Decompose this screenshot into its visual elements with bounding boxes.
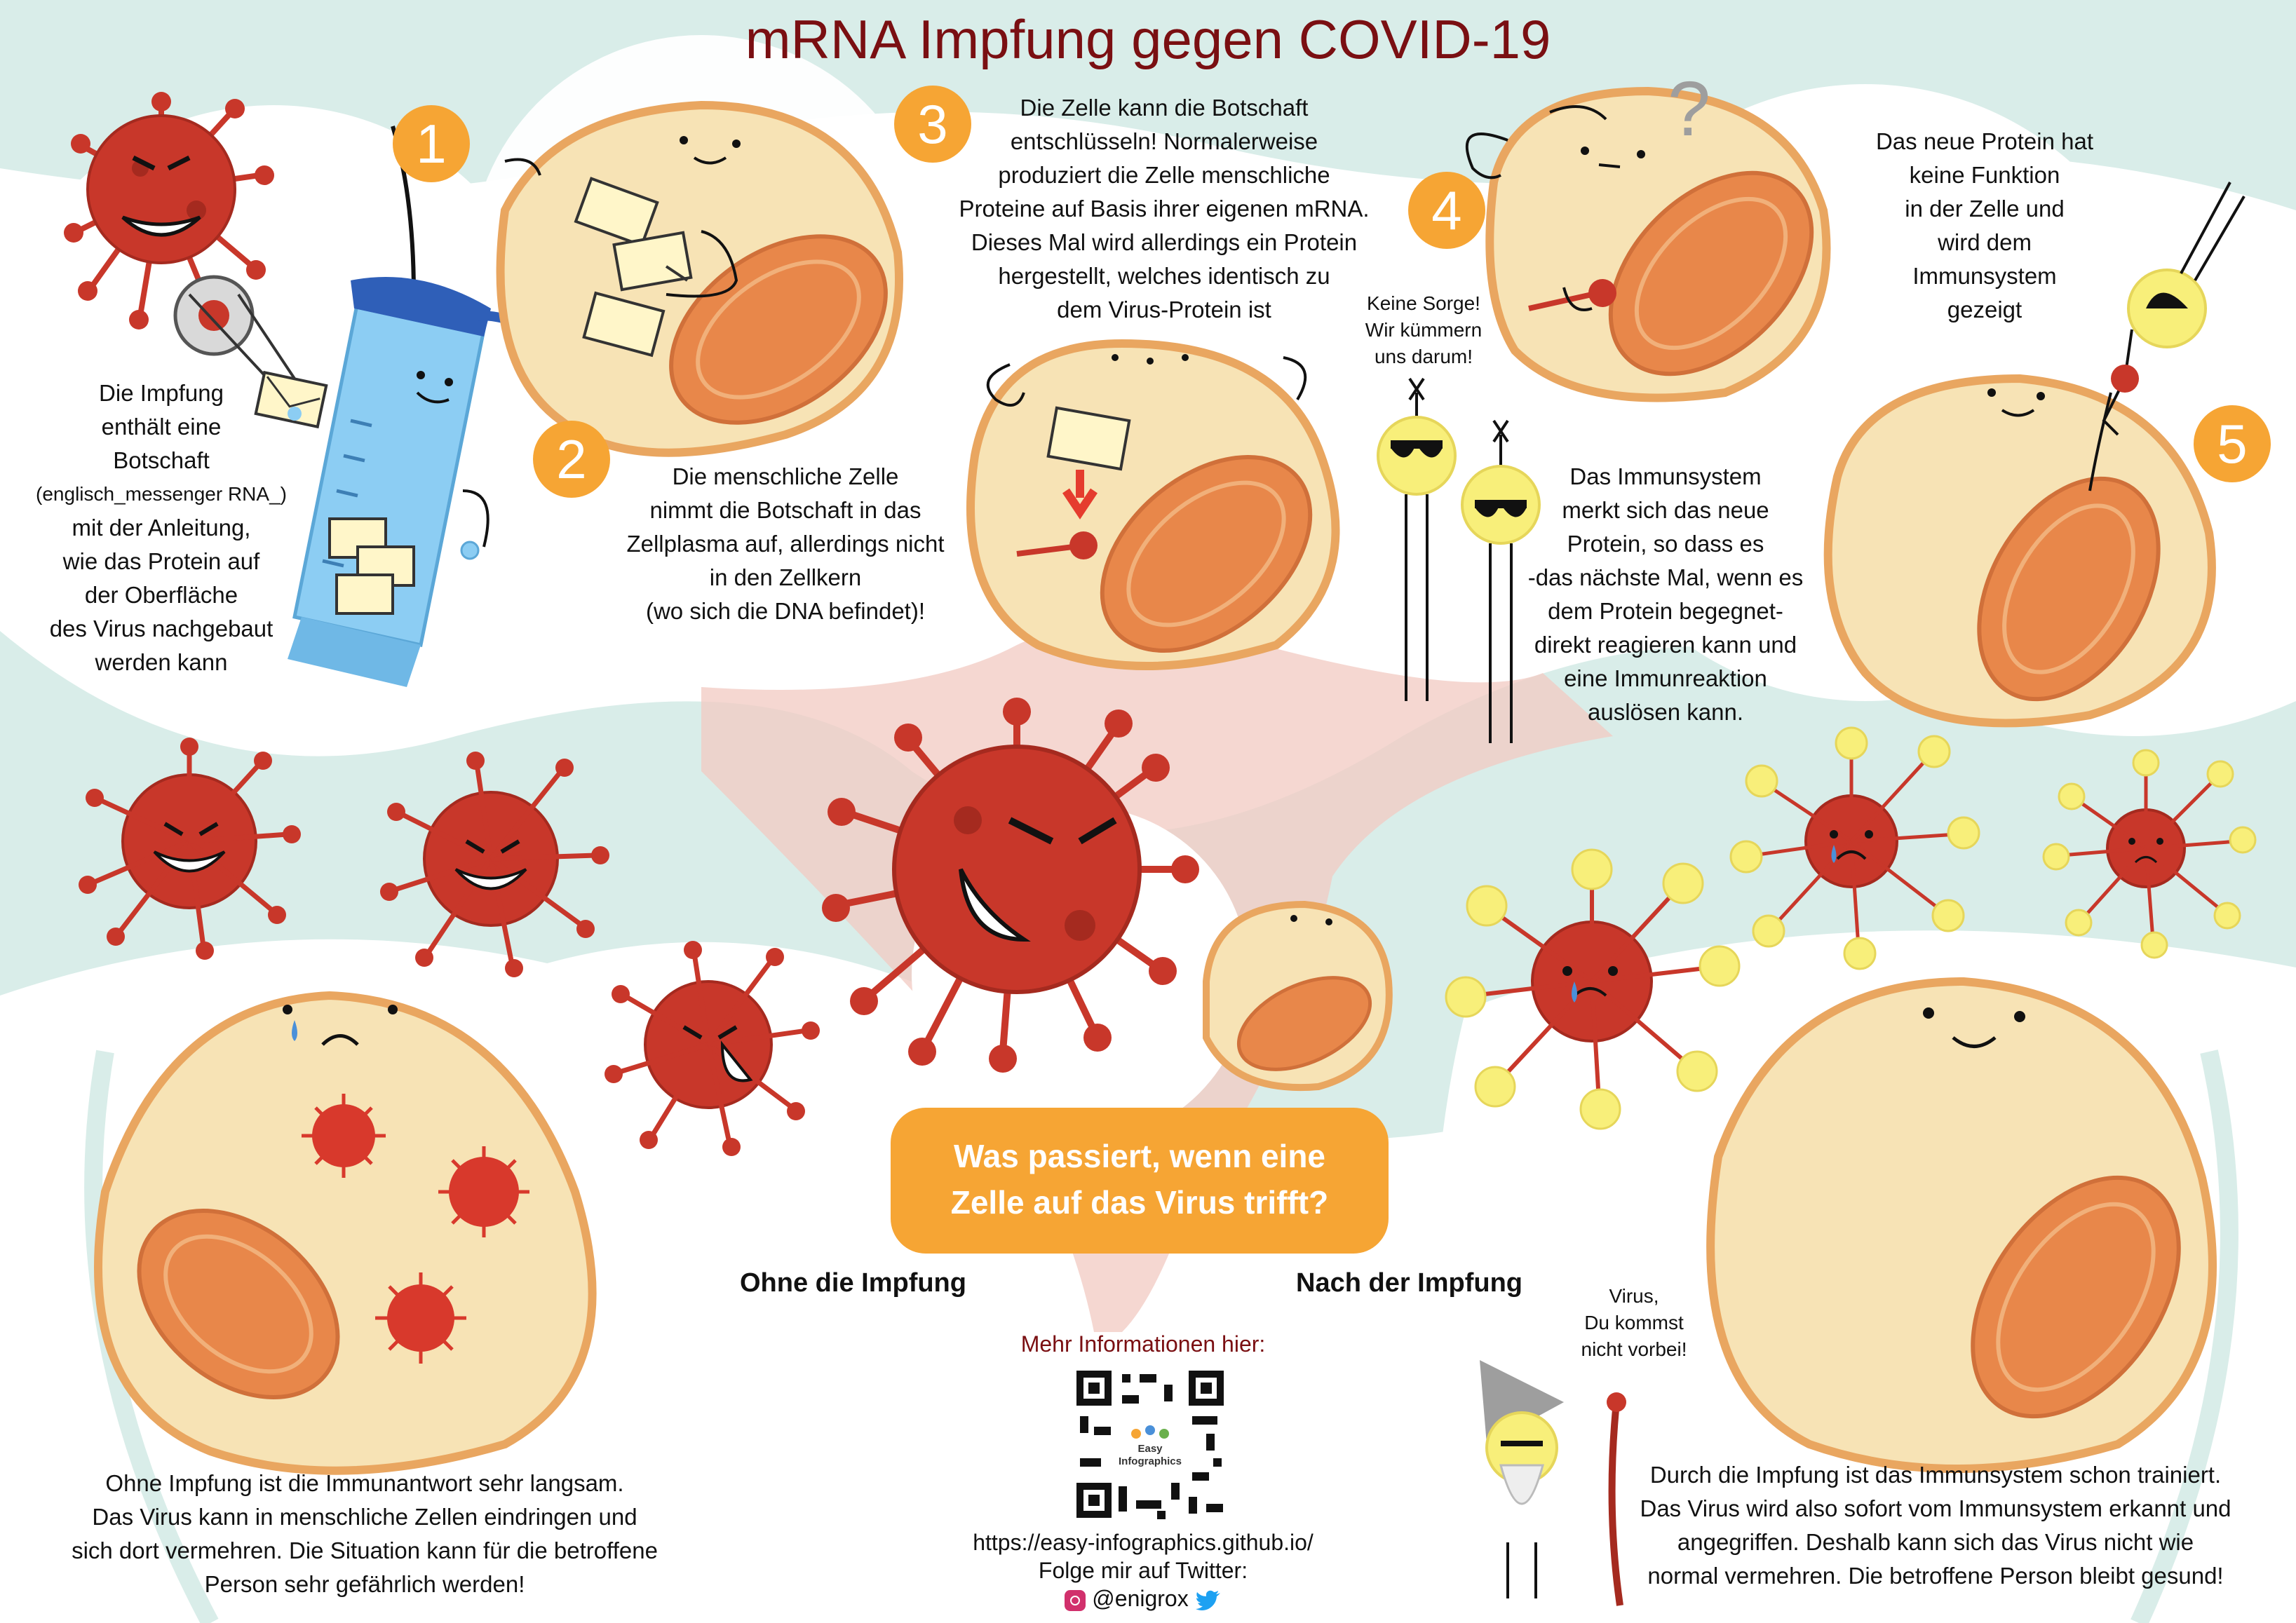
- cell-healthy: [1706, 977, 2217, 1473]
- virus-step1: [64, 92, 296, 394]
- handle-text[interactable]: @enigrox: [1092, 1586, 1189, 1611]
- cell-step4: [1465, 86, 1831, 402]
- qr-label: Easy Infographics: [1118, 1443, 1182, 1467]
- step5-text: Das neue Protein hat keine Funktion in der…: [1875, 128, 2094, 322]
- step-number-1: 1: [393, 105, 470, 182]
- cell-center: [1203, 900, 1393, 1092]
- step2-text: Die menschliche Zelle nimmt die Botschaft…: [626, 463, 945, 624]
- step4-text: Das Immunsystem merkt sich das neue Protei…: [1527, 463, 1804, 725]
- twitter-label: Folge mir auf Twitter:: [1038, 1558, 1248, 1583]
- label-ohne-impfung: Ohne die Impfung: [740, 1268, 966, 1298]
- step-number-5: 5: [2194, 405, 2271, 482]
- step-number-2: 2: [533, 421, 610, 498]
- virus-center: [822, 698, 1199, 1073]
- page-title: mRNA Impfung gegen COVID-19: [745, 8, 1551, 70]
- wizard-immune-cell: [1480, 1360, 1626, 1606]
- social-handle: @enigrox: [1065, 1584, 1221, 1612]
- info-url[interactable]: https://easy-infographics.github.io/: [973, 1530, 1314, 1555]
- footer: https://easy-infographics.github.io/ Fol…: [912, 1528, 1375, 1612]
- step3-text: Die Zelle kann die Botschaft entschlüssel…: [959, 95, 1370, 322]
- immune-cells-step4: [1377, 377, 1541, 743]
- qr-code: [1073, 1367, 1227, 1521]
- step-number-3: 3: [894, 86, 971, 163]
- outcome-with-text: Durch die Impfung ist das Immunsystem sc…: [1640, 1462, 2231, 1589]
- question-box: Was passiert, wenn eine Zelle auf das Vir…: [891, 1108, 1389, 1254]
- virus-row-right: [1445, 726, 2257, 1130]
- label-nach-impfung: Nach der Impfung: [1296, 1268, 1523, 1298]
- cell-step3: [966, 339, 1340, 670]
- step-number-4: 4: [1408, 172, 1485, 249]
- cell-step5: [1823, 182, 2246, 728]
- cell-infected: [94, 991, 597, 1475]
- twitter-icon: [1195, 1590, 1220, 1610]
- question-mark: ?: [1668, 66, 1711, 152]
- step1-text: Die Impfung enthält eine Botschaft (englis…: [36, 380, 287, 675]
- cell-step2: [496, 100, 903, 457]
- speech-virus-du-kommst: Virus, Du kommst nicht vorbei!: [1581, 1285, 1687, 1360]
- outcome-without-text: Ohne Impfung ist die Immunantwort sehr l…: [72, 1470, 658, 1597]
- instagram-icon: [1065, 1589, 1086, 1611]
- virus-row-left: [79, 738, 820, 1156]
- info-title: Mehr Informationen hier:: [1020, 1331, 1266, 1357]
- speech-keine-sorge: Keine Sorge! Wir kümmern uns darum!: [1365, 292, 1483, 367]
